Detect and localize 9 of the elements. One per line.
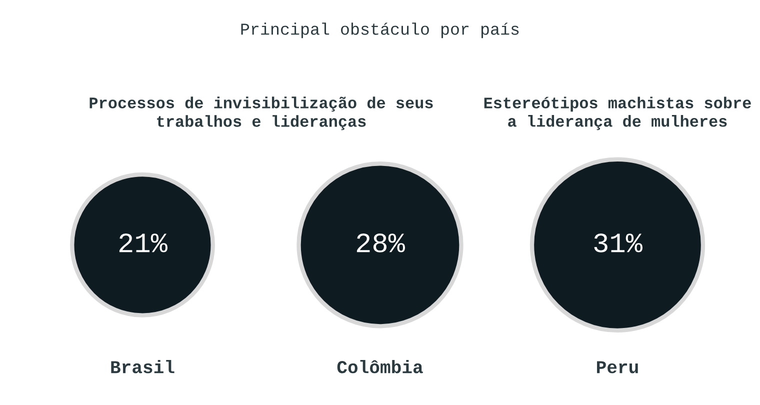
data-label: 31% <box>594 234 643 252</box>
text: Processos de invisibilização de seus trabalhos e lideranças <box>90 96 433 130</box>
data-label: 28% <box>356 234 406 252</box>
text: Principal obstáculo por país <box>241 22 519 38</box>
text: Estereótipos machistas sobre a liderança de mulheres <box>484 96 751 130</box>
category-label: Colômbia <box>337 360 423 374</box>
data-label: 21% <box>119 234 168 252</box>
category-label: Brasil <box>111 360 174 374</box>
category-label: Peru <box>597 361 638 374</box>
